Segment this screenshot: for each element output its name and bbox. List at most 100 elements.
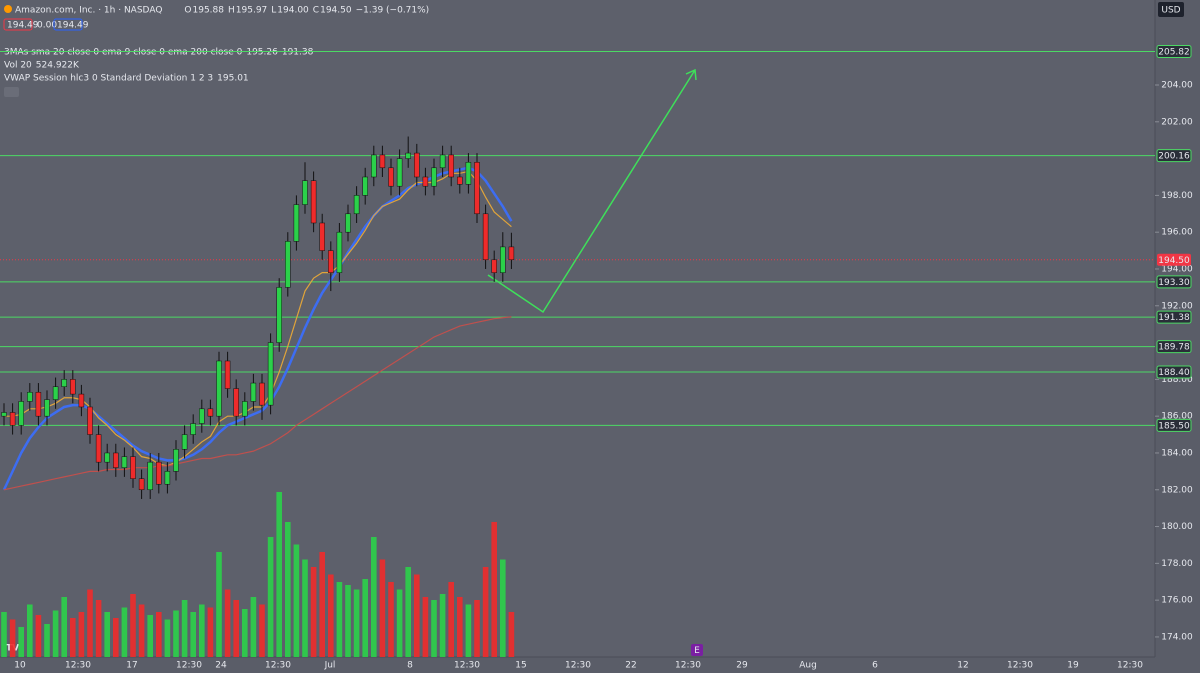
volume-bar — [104, 612, 110, 657]
x-tick-label: 24 — [215, 661, 227, 671]
indicator-value: 191.38 — [282, 48, 314, 58]
volume-bar — [87, 589, 93, 657]
volume-bar — [465, 604, 472, 657]
volume-bar — [457, 597, 463, 657]
time-axis-bg — [0, 657, 1200, 673]
candle-body — [328, 250, 334, 273]
symbol-logo — [4, 5, 12, 13]
volume-bar — [259, 604, 265, 657]
volume-bar — [293, 544, 300, 657]
volume-bar — [1, 612, 7, 657]
volume-bar — [328, 574, 334, 657]
candle-body — [233, 388, 239, 417]
candle-body — [439, 154, 446, 169]
candle-body — [293, 204, 300, 242]
quote-bid: 194.49 — [7, 21, 39, 31]
volume-bar — [242, 609, 248, 657]
candle-body — [35, 391, 42, 417]
volume-bar — [27, 604, 33, 657]
volume-bar — [156, 612, 162, 657]
indicator-value: 524.922K — [36, 61, 80, 71]
candle-body — [181, 434, 188, 450]
indicator-label: Vol 20 — [4, 61, 32, 71]
y-tick-label: 178.00 — [1161, 559, 1193, 569]
currency: USD — [1161, 6, 1180, 16]
candle-body — [465, 162, 472, 185]
volume-bar — [35, 615, 42, 657]
candle-body — [482, 213, 489, 261]
candle-body — [474, 162, 480, 215]
candle-body — [414, 152, 420, 178]
x-tick-label: 19 — [1067, 661, 1079, 671]
volume-bar — [396, 589, 403, 657]
candle-body — [379, 154, 386, 169]
volume-bar — [267, 537, 274, 657]
x-tick-label: 12:30 — [454, 661, 480, 671]
candle-body — [164, 471, 171, 485]
level-label: 185.50 — [1158, 421, 1190, 431]
level-label: 189.78 — [1158, 343, 1190, 353]
volume-bar — [164, 619, 171, 657]
candle-body — [345, 213, 351, 233]
volume-bar — [9, 619, 16, 657]
y-tick-label: 192.00 — [1161, 301, 1193, 311]
volume-bar — [482, 567, 489, 657]
candle-body — [250, 382, 257, 402]
candle-body — [121, 456, 128, 468]
candle-body — [70, 379, 76, 395]
x-tick-label: Jul — [324, 661, 336, 671]
candle-body — [422, 176, 429, 187]
header: Amazon.com, Inc. · 1h · NASDAQ — [4, 5, 162, 16]
y-tick-label: 176.00 — [1161, 596, 1193, 606]
level-label: 193.30 — [1158, 278, 1190, 288]
candle-body — [18, 401, 24, 426]
x-tick-label: 12:30 — [1007, 661, 1033, 671]
level-label-box — [1156, 310, 1192, 324]
currency-button[interactable] — [1158, 2, 1184, 17]
volume-bar — [353, 589, 360, 657]
collapse-button[interactable] — [4, 87, 19, 97]
volume-bar — [181, 600, 188, 657]
candle-body — [173, 449, 179, 472]
volume-bar — [147, 615, 153, 657]
candle-body — [353, 195, 360, 215]
ohlc-key: O — [184, 6, 191, 16]
earnings-marker[interactable] — [691, 644, 703, 656]
volume-bar — [113, 618, 119, 657]
level-label: 188.40 — [1158, 368, 1190, 378]
volume-bar — [61, 597, 67, 657]
x-tick-label: 10 — [14, 661, 26, 671]
candle-body — [27, 391, 33, 402]
volume-bar — [310, 567, 317, 657]
volume-bar — [173, 610, 179, 657]
volume-bar — [448, 582, 454, 657]
x-tick-label: 12:30 — [265, 661, 291, 671]
ohlc-key: L — [271, 6, 276, 16]
level-label: 205.82 — [1158, 48, 1190, 58]
candle-body — [199, 408, 205, 424]
level-label-box — [1156, 340, 1192, 354]
volume-bar — [422, 597, 429, 657]
y-tick-label: 194.00 — [1161, 264, 1193, 274]
candle-body — [9, 412, 16, 426]
volume-bar — [414, 574, 420, 657]
indicator-value: 195.01 — [217, 74, 249, 84]
y-tick-label: 184.00 — [1161, 448, 1193, 458]
volume-bar — [431, 600, 437, 657]
volume-bar — [138, 604, 145, 657]
volume-bar — [388, 582, 394, 657]
ohlc-value: 195.97 — [236, 6, 268, 16]
x-tick-label: 12:30 — [565, 661, 591, 671]
y-tick-label: 174.00 — [1161, 632, 1193, 642]
volume-bar — [491, 522, 497, 657]
level-label-box — [1156, 365, 1192, 379]
price-axis-bg — [1155, 0, 1200, 673]
ohlc-key: C — [313, 6, 319, 16]
ma-line — [3, 316, 512, 491]
last-price-label: 194.50 — [1158, 256, 1190, 266]
candle-body — [242, 401, 248, 417]
y-tick-label: 180.00 — [1161, 522, 1193, 532]
volume-bar — [474, 600, 480, 657]
